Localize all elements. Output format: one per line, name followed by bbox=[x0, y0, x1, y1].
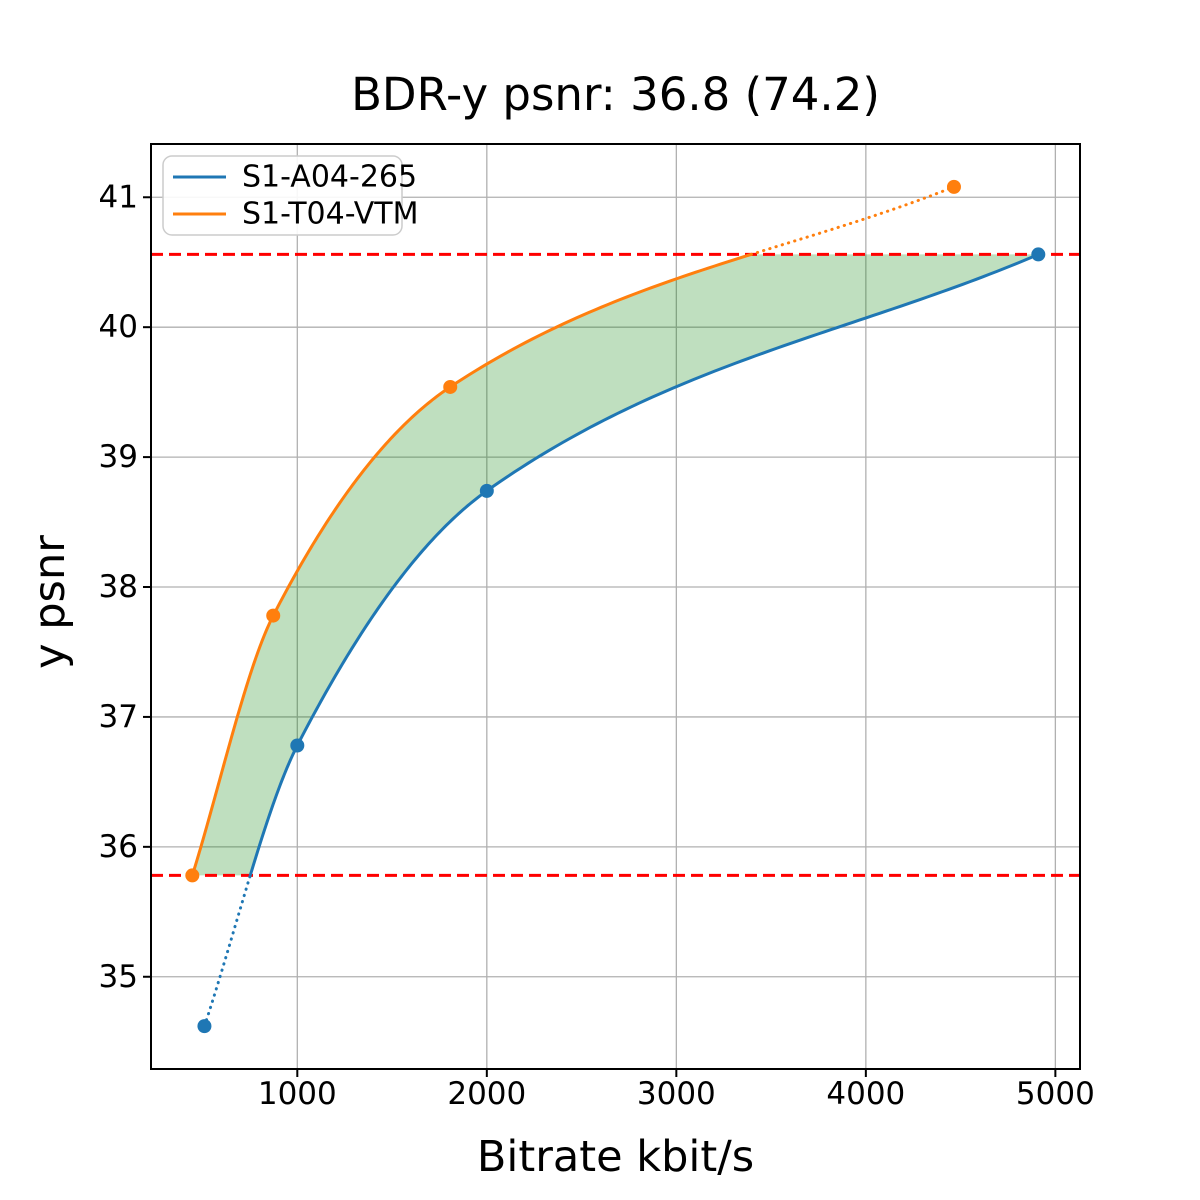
data-point-marker bbox=[266, 608, 281, 623]
data-point-marker bbox=[443, 379, 458, 394]
chart-title: BDR-y psnr: 36.8 (74.2) bbox=[351, 68, 880, 121]
axes-spines bbox=[150, 143, 1081, 1070]
y-tick-label: 38 bbox=[99, 569, 138, 605]
data-point-marker bbox=[185, 868, 200, 883]
x-tick-label: 3000 bbox=[637, 1076, 716, 1112]
x-axis-label: Bitrate kbit/s bbox=[476, 1132, 755, 1182]
y-tick-label: 41 bbox=[99, 179, 138, 215]
y-tick-label: 40 bbox=[99, 309, 138, 345]
data-point-marker bbox=[479, 483, 494, 498]
y-tick-label: 36 bbox=[99, 829, 138, 865]
y-tick-label: 39 bbox=[99, 439, 138, 475]
x-tick-label: 1000 bbox=[258, 1076, 337, 1112]
y-tick-label: 37 bbox=[99, 699, 138, 735]
data-point-marker bbox=[197, 1019, 212, 1034]
legend-label: S1-A04-265 bbox=[242, 160, 417, 195]
x-tick-label: 2000 bbox=[447, 1076, 526, 1112]
data-point-marker bbox=[946, 179, 961, 194]
bd-area-fill bbox=[192, 254, 1039, 876]
x-tick-label: 4000 bbox=[826, 1076, 905, 1112]
legend-label: S1-T04-VTM bbox=[242, 197, 419, 232]
data-point-marker bbox=[1031, 247, 1046, 262]
series-dotted-segment bbox=[749, 185, 956, 256]
y-axis-label: y psnr bbox=[25, 535, 75, 669]
x-tick-label: 5000 bbox=[1016, 1076, 1095, 1112]
series-dotted-segment bbox=[202, 873, 252, 1028]
series-line bbox=[248, 253, 1039, 876]
data-point-marker bbox=[290, 738, 305, 753]
y-tick-label: 35 bbox=[99, 959, 138, 995]
series-line bbox=[190, 252, 752, 876]
